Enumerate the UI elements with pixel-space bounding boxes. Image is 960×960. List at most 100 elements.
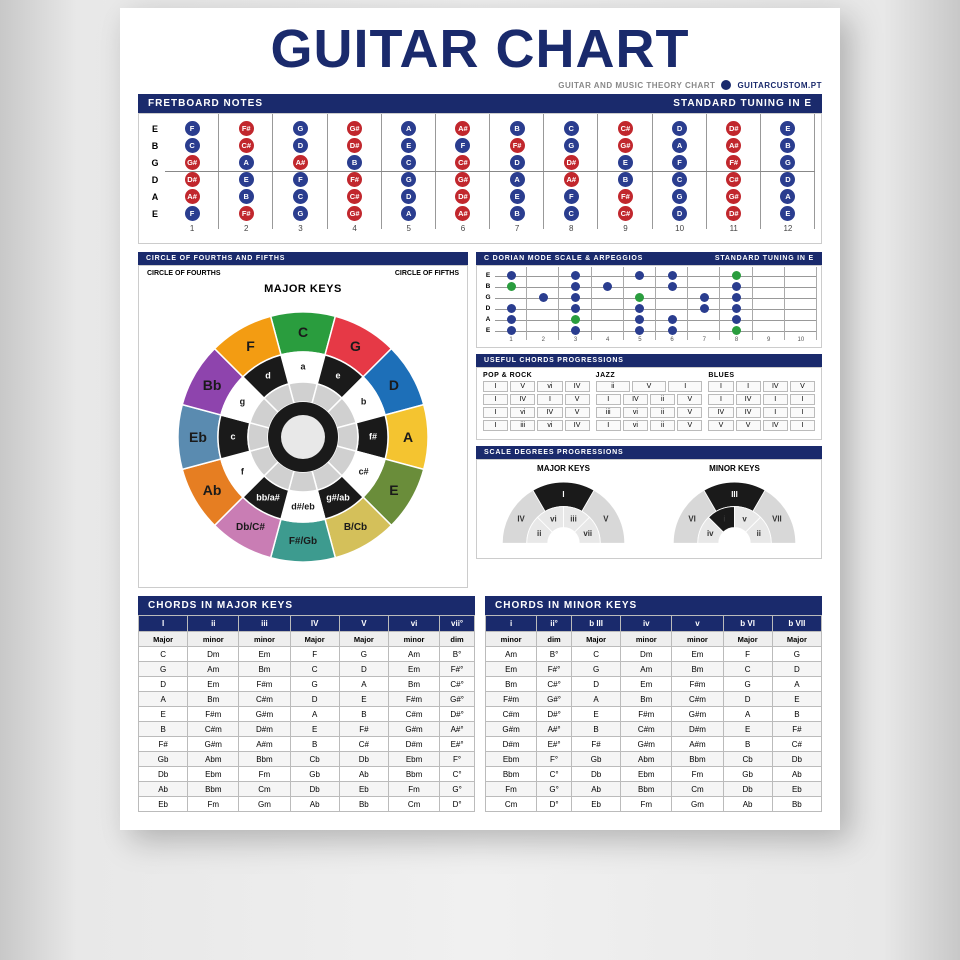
fret-note: E [510, 189, 525, 204]
chord-cell: D#° [440, 707, 475, 722]
progression-degree: vi [510, 407, 535, 418]
major-key-label: Bb [203, 378, 222, 392]
chord-cell: Gm [239, 797, 290, 812]
fret-note: D# [185, 172, 200, 187]
scale-note [571, 326, 580, 335]
fret-row: AA#BCC#DD#EFF#GG#A [145, 188, 815, 205]
chord-cell: A [723, 707, 772, 722]
scale-note [700, 293, 709, 302]
chord-cell: Cb [290, 752, 339, 767]
progression-degree: I [596, 420, 621, 431]
chord-cell: D [571, 677, 620, 692]
roman-numeral: ii [188, 616, 239, 632]
fret-note: D [780, 172, 795, 187]
minor-table-title: CHORDS IN MINOR KEYS [495, 600, 637, 611]
chord-cell: F [723, 647, 772, 662]
fret-note: F# [239, 121, 254, 136]
scale-note [507, 326, 516, 335]
chord-cell: Bm [388, 677, 439, 692]
open-string-note: D [145, 175, 165, 185]
scale-degree-fan: MINOR KEYSVIIIIVIIivivii [654, 464, 815, 550]
chord-quality: Major [339, 632, 388, 647]
major-key-label: B/Cb [344, 523, 367, 533]
chord-cell: G [290, 677, 339, 692]
table-row: G#mA#°BC#mD#mEF# [486, 722, 822, 737]
fret-note: A [239, 155, 254, 170]
fret-note: A# [455, 121, 470, 136]
chord-quality: minor [486, 632, 537, 647]
fret-note: E [401, 138, 416, 153]
fret-note: G [293, 206, 308, 221]
chord-cell: Bbm [486, 767, 537, 782]
svg-text:iv: iv [707, 529, 714, 538]
progression-degree: I [537, 394, 562, 405]
scale-note [571, 282, 580, 291]
chord-cell: D [290, 692, 339, 707]
chord-cell: Bm [672, 662, 723, 677]
progression-degree: vi [623, 420, 648, 431]
table-row: CDmEmFGAmB° [139, 647, 475, 662]
table-row: ABmC#mDEF#mG#° [139, 692, 475, 707]
chord-cell: D#m [239, 722, 290, 737]
chord-cell: Gb [290, 767, 339, 782]
chord-cell: G [339, 647, 388, 662]
chord-quality: Major [772, 632, 821, 647]
progression-degree: IV [510, 394, 535, 405]
fret-note: G [672, 189, 687, 204]
fret-note: B [239, 189, 254, 204]
fret-note: F# [618, 189, 633, 204]
chord-cell: Em [239, 647, 290, 662]
chord-cell: Bbm [388, 767, 439, 782]
chord-cell: C#m [388, 707, 439, 722]
fret-note: B [618, 172, 633, 187]
open-string-note: A [145, 192, 165, 202]
chord-cell: F# [139, 737, 188, 752]
chord-cell: G [139, 662, 188, 677]
fret-note: A# [185, 189, 200, 204]
circle-header: CIRCLE OF FOURTHS AND FIFTHS [138, 252, 468, 265]
chord-cell: C#m [621, 722, 672, 737]
chord-cell: Ab [772, 767, 821, 782]
chord-cell: Bbm [188, 782, 239, 797]
chord-cell: Em [388, 662, 439, 677]
major-key-label: Eb [189, 430, 207, 444]
chord-cell: D [139, 677, 188, 692]
svg-text:v: v [742, 515, 747, 524]
chord-cell: A#m [672, 737, 723, 752]
main-title: GUITAR CHART [138, 18, 822, 80]
right-column: C DORIAN MODE SCALE & ARPEGGIOS STANDARD… [476, 252, 822, 588]
chord-quality: minor [239, 632, 290, 647]
fret-note: C [672, 172, 687, 187]
chord-cell: A [290, 707, 339, 722]
fret-note: F# [510, 138, 525, 153]
mini-row: D [481, 303, 817, 314]
table-row: C#mD#°EF#mG#mAB [486, 707, 822, 722]
chord-cell: Dm [188, 647, 239, 662]
scale-note [732, 326, 741, 335]
open-string-note: E [145, 124, 165, 134]
chord-cell: B [139, 722, 188, 737]
major-key-label: F [246, 339, 255, 353]
progression-degree: V [677, 407, 702, 418]
major-key-label: D [389, 378, 399, 392]
chord-cell: E [723, 722, 772, 737]
table-row: DEmF#mGABmC#° [139, 677, 475, 692]
chord-cell: G° [537, 782, 572, 797]
chord-cell: E [139, 707, 188, 722]
roman-numeral: b VII [772, 616, 821, 632]
fret-note: F [672, 155, 687, 170]
scale-note [507, 271, 516, 280]
scale-note [700, 304, 709, 313]
minor-key-label: f [241, 468, 244, 477]
fret-note: G# [347, 206, 362, 221]
chord-cell: Bb [339, 797, 388, 812]
scale-note [635, 271, 644, 280]
fret-row: EFF#GG#AA#BCC#DD#E [145, 205, 815, 222]
fret-note: C# [618, 121, 633, 136]
progression-degree: iii [596, 407, 621, 418]
fret-note: G [401, 172, 416, 187]
progression-degree: IV [763, 381, 788, 392]
scale-degrees-header: SCALE DEGREES PROGRESSIONS [476, 446, 822, 459]
fret-note: E [780, 206, 795, 221]
genre-title: BLUES [708, 372, 815, 379]
